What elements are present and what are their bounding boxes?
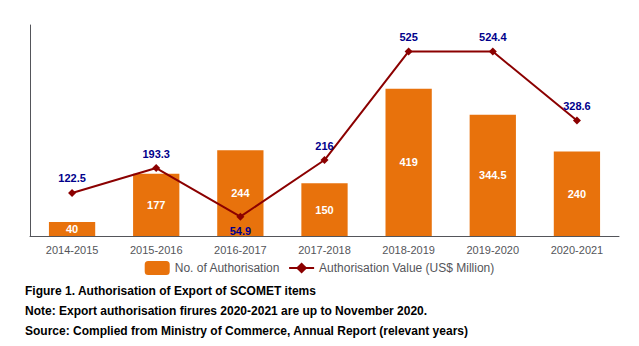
- svg-text:2017-2018: 2017-2018: [298, 244, 351, 256]
- svg-text:244: 244: [231, 187, 250, 199]
- svg-text:150: 150: [315, 204, 333, 216]
- svg-text:2016-2017: 2016-2017: [214, 244, 267, 256]
- svg-text:216: 216: [315, 140, 333, 152]
- svg-text:No. of Authorisation: No. of Authorisation: [175, 261, 280, 275]
- svg-text:524.4: 524.4: [479, 31, 507, 43]
- svg-text:2015-2016: 2015-2016: [130, 244, 183, 256]
- svg-text:2014-2015: 2014-2015: [46, 244, 99, 256]
- svg-text:344.5: 344.5: [479, 169, 507, 181]
- svg-text:122.5: 122.5: [58, 172, 86, 184]
- svg-text:2018-2019: 2018-2019: [382, 244, 435, 256]
- svg-text:2019-2020: 2019-2020: [466, 244, 519, 256]
- svg-text:240: 240: [568, 188, 586, 200]
- svg-text:419: 419: [399, 156, 417, 168]
- svg-text:328.6: 328.6: [563, 100, 591, 112]
- svg-text:Note: Export authorisation fir: Note: Export authorisation firures 2020-…: [25, 304, 427, 318]
- svg-text:Authorisation Value (US$ Milli: Authorisation Value (US$ Million): [319, 261, 494, 275]
- svg-text:193.3: 193.3: [142, 148, 170, 160]
- svg-text:177: 177: [147, 199, 165, 211]
- svg-text:40: 40: [66, 223, 78, 235]
- svg-text:54.9: 54.9: [230, 225, 251, 237]
- svg-text:2020-2021: 2020-2021: [551, 244, 604, 256]
- svg-text:Source: Complied from Ministry: Source: Complied from Ministry of Commer…: [25, 324, 468, 338]
- svg-text:525: 525: [399, 31, 417, 43]
- svg-text:Figure 1. Authorisation of Exp: Figure 1. Authorisation of Export of SCO…: [25, 284, 316, 298]
